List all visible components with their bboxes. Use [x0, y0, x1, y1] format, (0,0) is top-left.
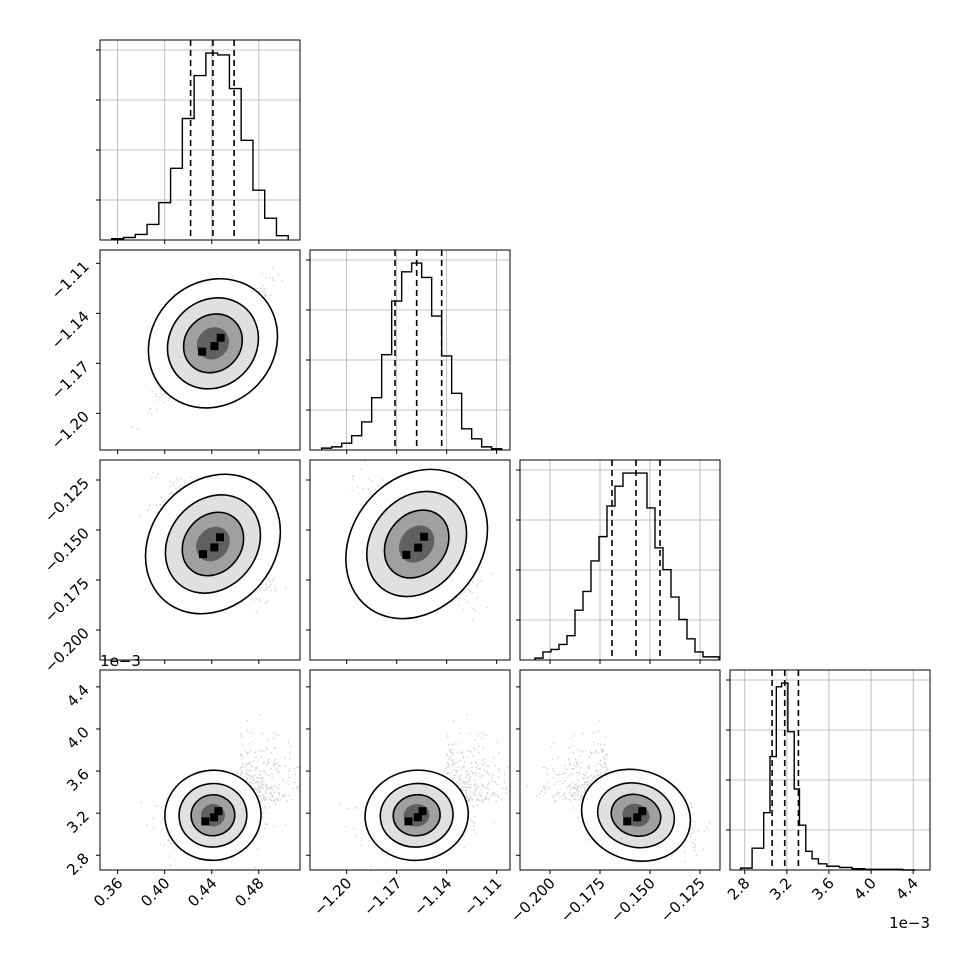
y-tick-label: 2.8 [63, 849, 93, 879]
panel-frame [99, 39, 301, 241]
y-tick-label: −0.200 [41, 624, 93, 676]
y-tick-label: −1.11 [48, 257, 93, 302]
density-peak-cell [216, 533, 225, 542]
y-tick-label: −1.20 [48, 407, 93, 452]
panel-frame [309, 669, 511, 871]
density-peak-cell [420, 532, 429, 541]
y-tick-label: 4.0 [63, 723, 93, 753]
y-axis-offset-label: 1e−3 [100, 652, 141, 670]
x-tick-label: 0.40 [137, 874, 173, 910]
histogram-series [534, 472, 720, 660]
joint-panel-1-2 [99, 249, 301, 451]
density-peak-cell [404, 817, 413, 826]
histogram-series [320, 262, 503, 450]
density-peak-cell [198, 347, 207, 356]
joint-panel-3-4 [519, 669, 721, 871]
marginal-panel-1 [96, 39, 301, 241]
x-tick-label: −0.175 [557, 874, 609, 926]
y-tick-label: 3.6 [63, 765, 93, 795]
x-tick-label: 3.2 [766, 874, 796, 904]
histogram-series [111, 52, 289, 240]
y-tick-label: −0.175 [41, 574, 93, 626]
panel-frame [99, 249, 301, 451]
x-tick-label: −1.17 [360, 874, 405, 919]
x-tick-label: −0.200 [507, 874, 559, 926]
joint-panel-1-3 [99, 459, 301, 661]
x-tick-label: 0.48 [231, 874, 267, 910]
density-peak-cell [414, 543, 423, 552]
y-tick-label: −1.14 [48, 307, 93, 352]
marginal-panel-2 [306, 249, 511, 451]
y-tick-label: −1.17 [48, 357, 93, 402]
panel-frame [729, 669, 931, 871]
density-peak-cell [418, 807, 427, 816]
density-peak-cell [216, 333, 225, 342]
density-peak-cell [210, 342, 219, 351]
histogram-series [739, 682, 916, 871]
x-tick-label: −0.125 [657, 874, 709, 926]
y-tick-label: 4.4 [63, 681, 93, 711]
x-tick-label: 0.36 [90, 874, 126, 910]
y-tick-label: −0.125 [41, 474, 93, 526]
marginal-panel-4 [726, 669, 931, 871]
density-peak-cell [210, 543, 219, 552]
panel-frame [519, 459, 721, 661]
density-peak-cell [214, 807, 223, 816]
x-tick-label: 4.0 [850, 874, 880, 904]
joint-panel-2-4 [309, 669, 511, 871]
panel-frame [99, 669, 301, 871]
density-peak-cell [638, 807, 647, 816]
marginal-panel-3 [516, 459, 721, 661]
joint-panel-2-3 [309, 459, 511, 661]
y-tick-label: 3.2 [63, 807, 93, 837]
panel-frame [309, 459, 511, 661]
x-tick-label: −1.11 [460, 874, 505, 919]
density-peak-cell [633, 813, 642, 822]
panel-frame [309, 249, 511, 451]
x-axis-offset-label: 1e−3 [889, 914, 930, 932]
x-tick-label: −0.150 [607, 874, 659, 926]
density-peak-cell [413, 813, 422, 822]
x-tick-label: 3.6 [808, 874, 838, 904]
x-tick-label: 2.8 [724, 874, 754, 904]
density-peak-cell [210, 813, 219, 822]
density-peak-cell [199, 550, 208, 559]
density-peak-cell [201, 817, 210, 826]
panel-frame [519, 669, 721, 871]
x-tick-label: −1.20 [310, 874, 355, 919]
panel-frame [99, 459, 301, 661]
x-tick-label: 0.44 [184, 874, 220, 910]
y-tick-label: −0.150 [41, 524, 93, 576]
x-tick-label: 4.4 [892, 874, 922, 904]
density-peak-cell [402, 550, 411, 559]
density-peak-cell [623, 817, 632, 826]
x-tick-label: −1.14 [410, 874, 455, 919]
joint-panel-1-4 [99, 669, 301, 871]
